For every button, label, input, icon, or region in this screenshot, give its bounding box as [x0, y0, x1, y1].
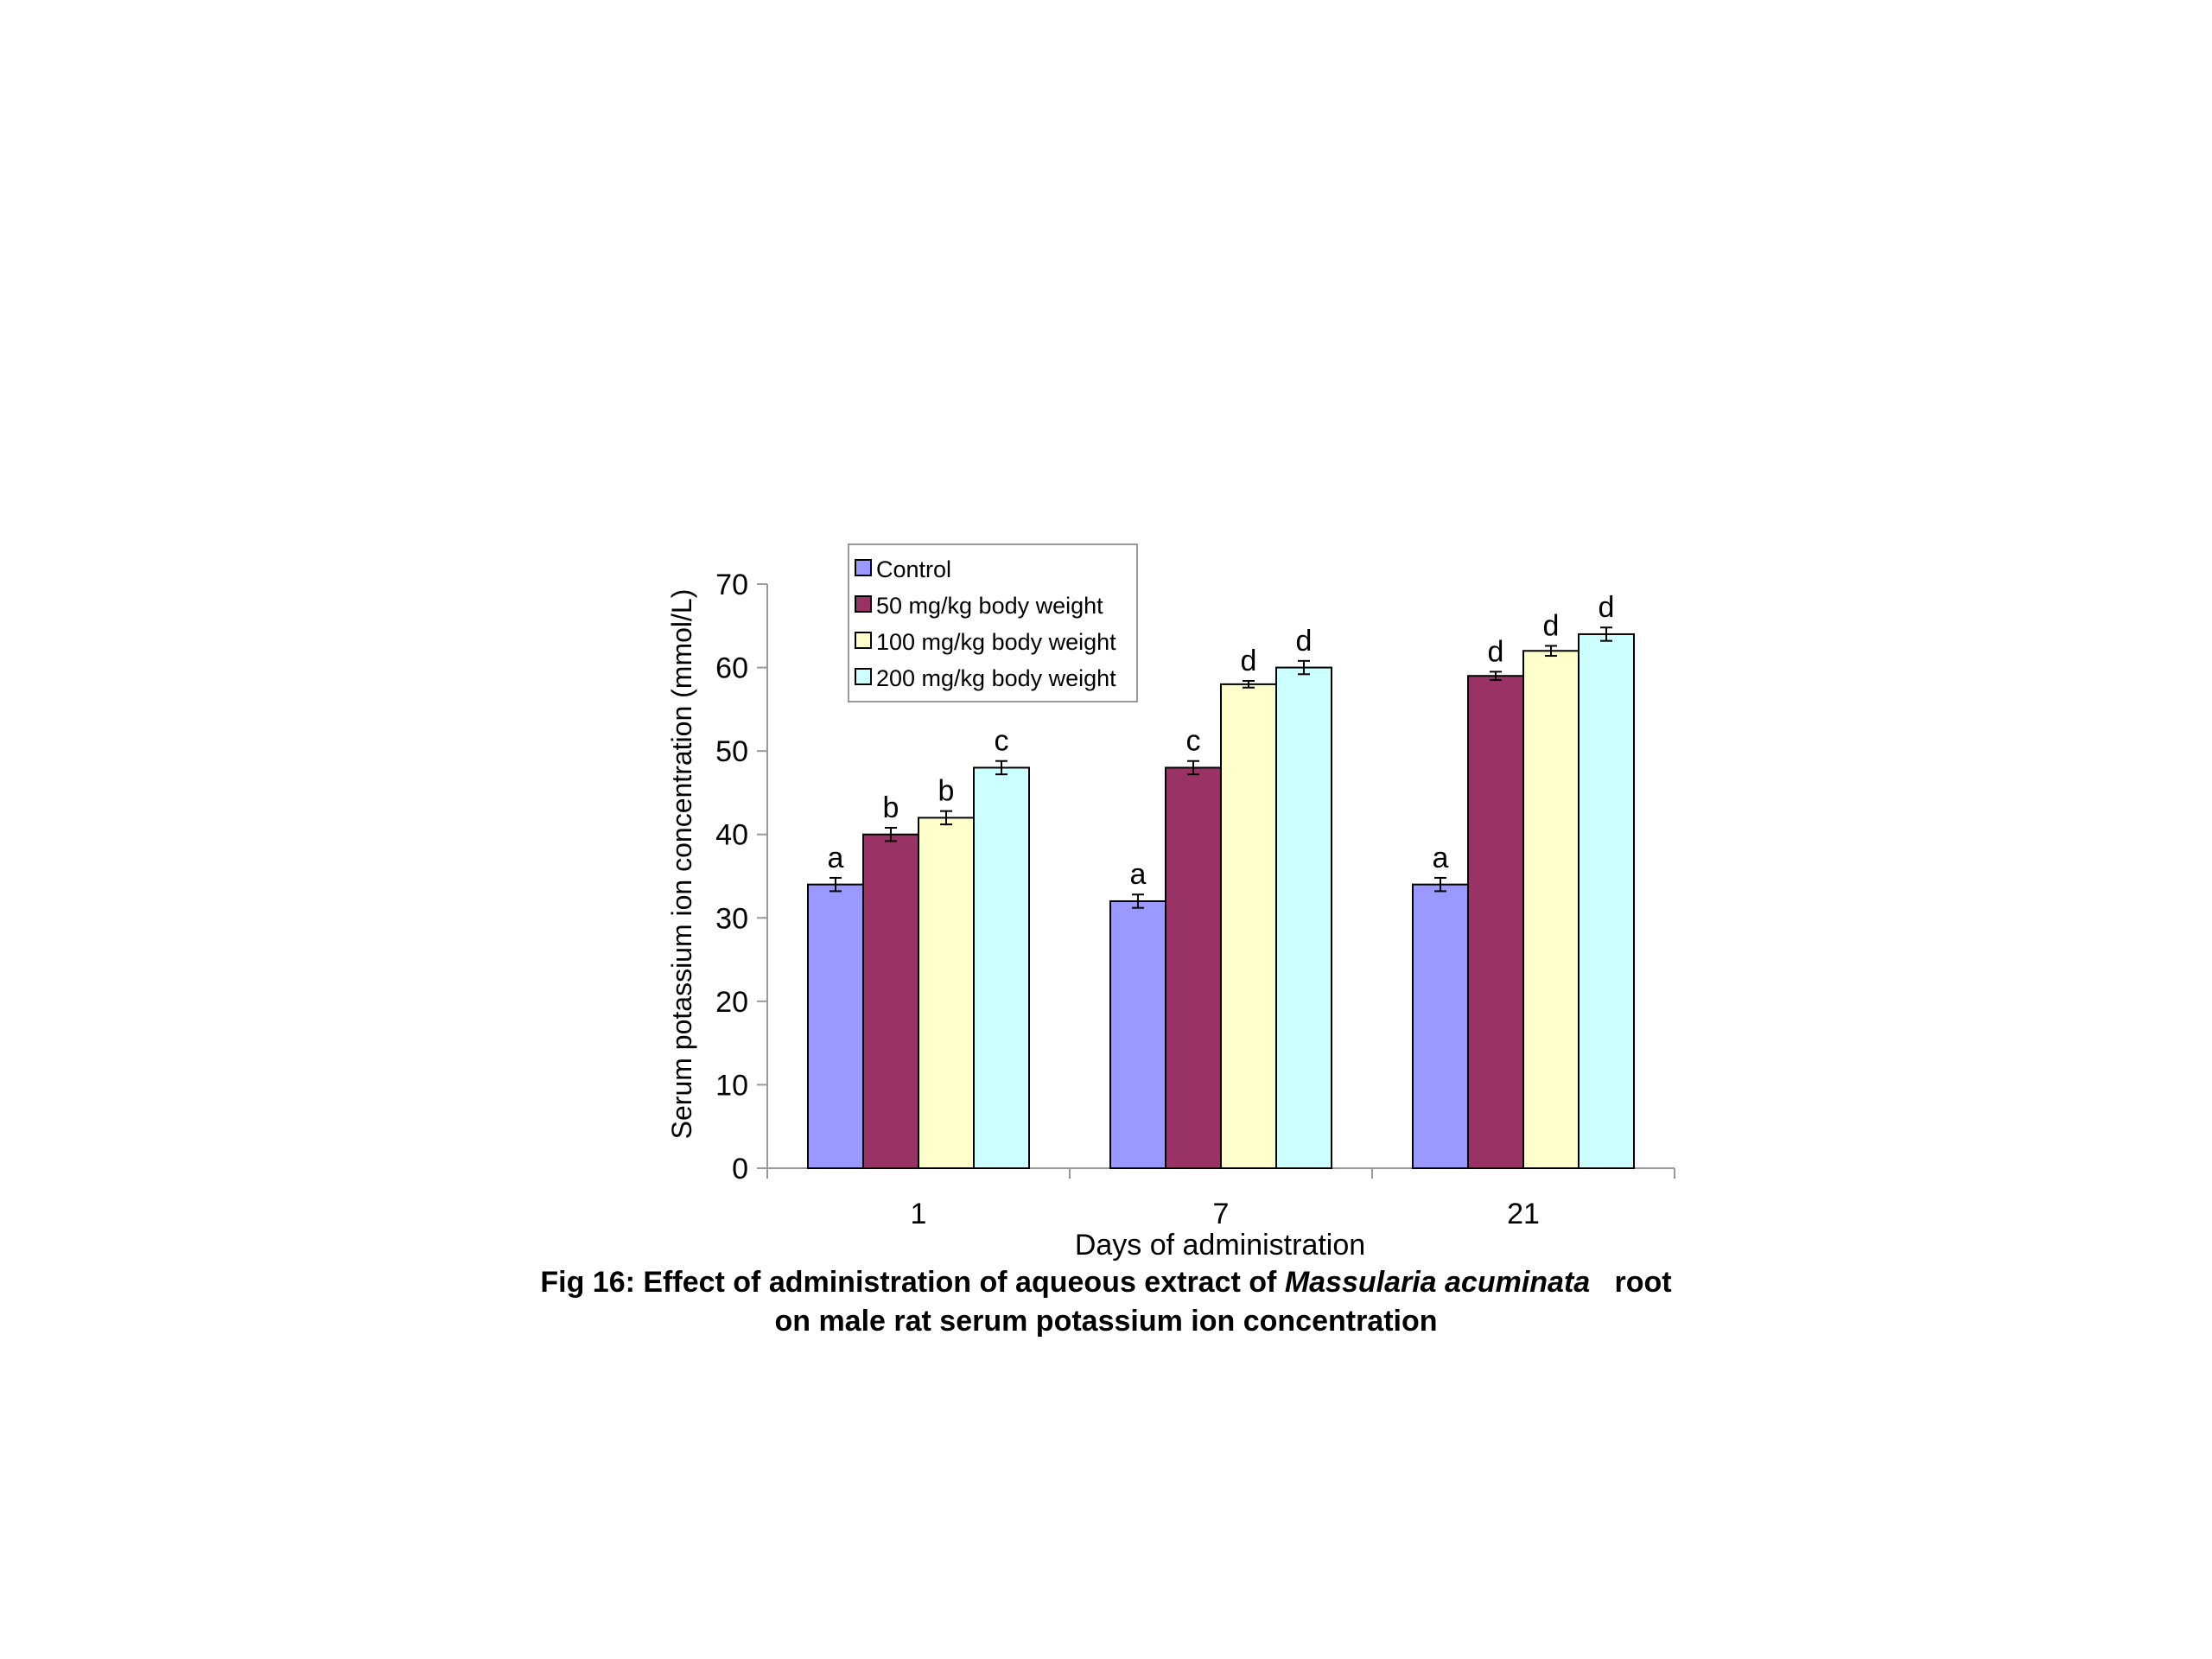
data-label: b: [938, 775, 955, 808]
data-label: c: [1186, 725, 1201, 758]
bars: a b b c a c d d a d d d: [807, 591, 1635, 1170]
legend-swatch: [855, 559, 872, 576]
legend-box: [848, 543, 1138, 702]
x-axis-label: Days of administration: [1075, 1229, 1365, 1262]
y-tick-label: 10: [715, 1069, 748, 1102]
y-tick-label: 30: [715, 902, 748, 935]
bar: [1275, 666, 1332, 1169]
data-label: d: [1296, 625, 1313, 658]
bar: [1412, 883, 1469, 1170]
y-tick-label: 70: [715, 569, 748, 601]
x-tick-label: 1: [911, 1198, 927, 1230]
caption-prefix: Fig 16: Effect of administration of aque…: [540, 1266, 1285, 1299]
y-tick-label: 20: [715, 986, 748, 1019]
data-label: d: [1543, 609, 1560, 642]
bar: [807, 883, 864, 1170]
data-label: a: [828, 842, 844, 874]
bar: [1165, 766, 1222, 1169]
legend-entry: 50 mg/kg body weight: [876, 593, 1103, 619]
y-axis: 0 10 20 30 40 50 60 70: [715, 569, 768, 1185]
data-label: a: [1130, 858, 1147, 891]
data-label: d: [1241, 645, 1257, 677]
bar: [1467, 675, 1524, 1169]
legend-swatch: [855, 595, 872, 613]
y-tick-label: 50: [715, 735, 748, 768]
data-label: c: [995, 725, 1009, 758]
x-axis: 1 7 21: [766, 1167, 1675, 1230]
bar: [1578, 632, 1635, 1169]
y-axis-label: Serum potassium ion concentration (mmol/…: [666, 589, 697, 1140]
legend: Control 50 mg/kg body weight 100 mg/kg bod…: [848, 543, 1138, 702]
legend-swatch: [855, 668, 872, 685]
y-tick-label: 40: [715, 819, 748, 852]
bar: [1109, 899, 1166, 1169]
data-label: b: [883, 791, 899, 824]
y-tick-label: 60: [715, 652, 748, 685]
figure-caption-line-1: Fig 16: Effect of administration of aque…: [0, 1266, 2212, 1300]
data-label: d: [1488, 635, 1504, 668]
bar: [973, 766, 1030, 1169]
figure-caption-line-2: on male rat serum potassium ion concentr…: [774, 1305, 1438, 1338]
bar: [1522, 650, 1580, 1169]
legend-entry: 100 mg/kg body weight: [876, 629, 1116, 655]
legend-entry: Control: [876, 556, 951, 582]
caption-species: Massularia acuminata: [1284, 1266, 1591, 1299]
data-label: d: [1599, 591, 1615, 624]
y-tick-label: 0: [732, 1153, 748, 1185]
legend-entry: 200 mg/kg body weight: [876, 665, 1116, 691]
caption-suffix: root: [1590, 1266, 1672, 1299]
x-tick-label: 21: [1507, 1198, 1540, 1230]
bar: [1220, 683, 1277, 1169]
bar: [918, 817, 975, 1170]
data-label: a: [1433, 842, 1449, 874]
legend-swatch: [855, 632, 872, 649]
bar: [862, 833, 919, 1169]
x-tick-label: 7: [1213, 1198, 1230, 1230]
